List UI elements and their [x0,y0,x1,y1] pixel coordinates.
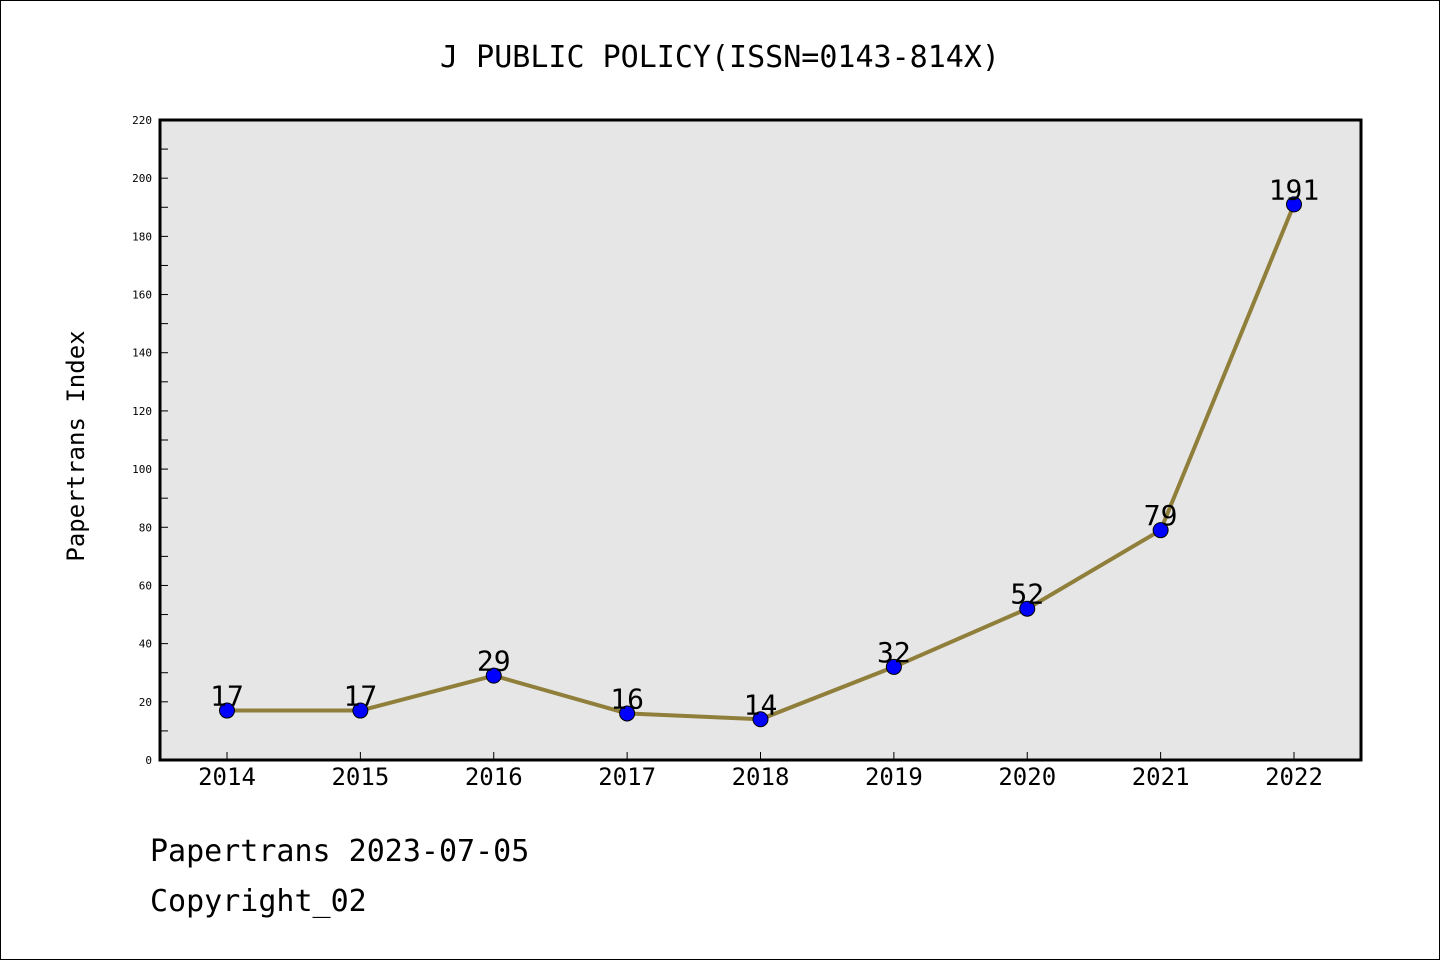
data-point [885,658,902,675]
y-tick-label: 120 [132,405,152,418]
y-tick-label: 80 [139,521,152,534]
y-tick-label: 20 [139,696,152,709]
x-tick-label: 2014 [198,763,256,791]
x-tick-label: 2015 [331,763,389,791]
y-tick-label: 0 [145,754,152,767]
y-tick-label: 40 [139,638,152,651]
plot-area [160,120,1361,760]
data-label: 29 [477,645,511,678]
y-axis-label: Papertrans Index [62,330,90,561]
x-tick-label: 2020 [998,763,1056,791]
data-label: 14 [744,688,778,721]
footer-copyright: Copyright_02 [150,884,367,919]
x-tick-label: 2022 [1265,763,1323,791]
data-label: 79 [1144,499,1178,532]
data-point [1019,600,1036,617]
data-point [752,711,769,728]
y-tick-label: 200 [132,172,152,185]
x-tick-label: 2021 [1132,763,1190,791]
y-tick-label: 160 [132,289,152,302]
y-tick-label: 180 [132,230,152,243]
x-tick-label: 2018 [732,763,790,791]
data-point [1286,196,1302,213]
series: 17 17 29 16 14 32 52 79 191 [210,173,1320,728]
plot-border [158,118,1363,762]
data-point [352,702,369,719]
data-label: 16 [610,682,644,715]
x-axis-ticks: 2014 2015 2016 2017 2018 2019 2020 2021 2022 [198,752,1323,791]
data-point [619,705,636,722]
data-label: 52 [1010,578,1044,611]
y-axis-ticks: 0 20 40 60 80 100 120 140 160 180 200 220 [132,114,168,767]
x-tick-label: 2017 [598,763,656,791]
data-label: 17 [210,680,244,713]
data-label: 32 [877,636,911,669]
data-point [485,667,502,684]
data-label: 17 [344,680,378,713]
y-tick-label: 140 [132,347,152,360]
y-tick-label: 100 [132,463,152,476]
chart-title: J PUBLIC POLICY(ISSN=0143-814X) [440,40,1000,75]
data-point [1152,522,1169,539]
data-label: 191 [1269,173,1320,206]
y-tick-label: 60 [139,579,152,592]
y-tick-label: 220 [132,114,152,127]
data-point [219,702,235,719]
x-tick-label: 2016 [465,763,523,791]
footer-date: Papertrans 2023-07-05 [150,834,530,869]
x-tick-label: 2019 [865,763,923,791]
